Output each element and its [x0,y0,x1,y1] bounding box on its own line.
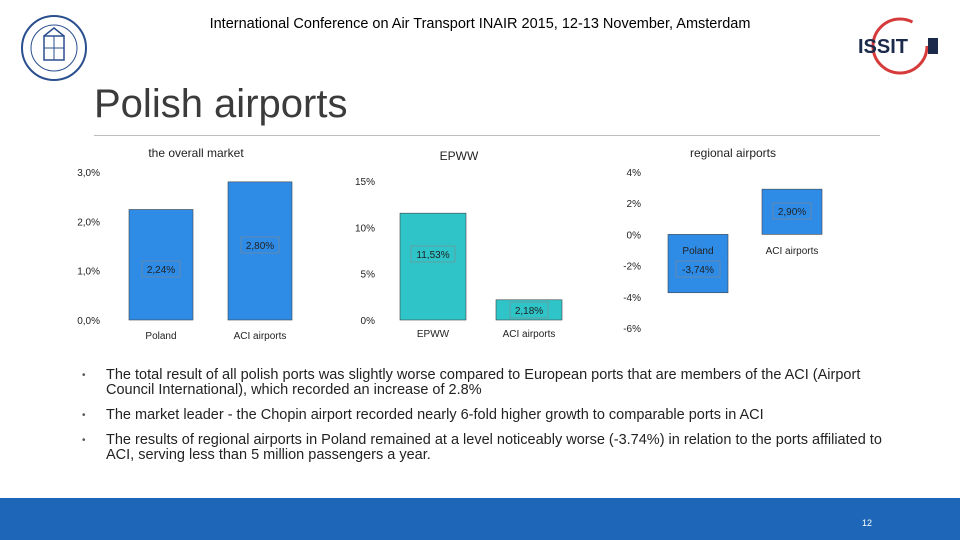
chart-regional-airports: regional airports -6% -4% -2% 0% 2% 4% -3,74% P… [623,146,823,335]
data-label: 2,90% [778,207,806,218]
y-tick-label: 1,0% [77,267,100,278]
bullet-dot-icon: • [82,370,86,381]
bar [128,209,194,321]
category-label: ACI airports [766,246,819,257]
y-tick-label: 2% [627,199,642,210]
data-label-box [240,236,280,254]
y-tick-label: 3,0% [77,168,100,179]
category-label: EPWW [417,329,450,340]
bar [227,181,293,321]
y-tick-label: 5% [361,270,376,281]
y-tick-label: 0,0% [77,316,100,327]
bullet-dot-icon: • [82,435,86,446]
bullet-dot-icon: • [82,410,86,421]
bar [495,299,563,321]
page-number: 12 [862,518,873,528]
university-seal-logo [21,15,87,81]
data-label-box [410,245,456,263]
data-label: 2,24% [147,265,175,276]
y-tick-label: -4% [623,293,641,304]
data-label-box [509,301,549,319]
chart-title: regional airports [690,146,776,160]
bar [399,212,467,321]
y-tick-label: 10% [355,223,375,234]
y-tick-label: 4% [627,168,642,179]
bullet-item: • The total result of all polish ports wa… [82,367,861,398]
data-label: -3,74% [682,265,714,276]
issit-logo-text: ISSIT [858,36,908,58]
category-label: Poland [145,331,176,342]
data-label: 2,80% [246,241,274,252]
chart-title: the overall market [148,146,244,160]
y-tick-label: 2,0% [77,217,100,228]
bullet-list: • The total result of all polish ports wa… [78,368,898,473]
page-title: Polish airports [94,82,348,126]
chart-epww: EPWW 0% 5% 10% 15% 11,53% EPWW 2,18% ACI airpor… [355,149,563,340]
chart-overall-market: the overall market 0,0% 1,0% 2,0% 3,0% 2,24%… [77,146,293,342]
chart-title: EPWW [440,149,479,163]
footer-text: International Conference on Air Transpor… [209,16,751,32]
bullet-item: • The results of regional airports in Pol… [82,432,882,463]
y-tick-label: -6% [623,324,641,335]
data-label-box [675,260,721,278]
data-label-box [141,260,181,278]
y-tick-label: 15% [355,177,375,188]
issit-logo: ISSIT [856,14,944,78]
bullet-item: • The market leader - the Chopin airport … [82,407,764,423]
title-divider [94,135,880,136]
bar [761,188,823,235]
category-label: ACI airports [503,329,556,340]
bar [667,234,729,294]
y-tick-label: -2% [623,262,641,273]
footer-bar [0,498,960,540]
data-label: 2,18% [515,306,543,317]
category-label: Poland [682,246,713,257]
y-tick-label: 0% [361,316,376,327]
y-tick-label: 0% [627,230,642,241]
data-label: 11,53% [416,250,449,261]
category-label: ACI airports [234,331,287,342]
data-label-box [772,202,812,220]
